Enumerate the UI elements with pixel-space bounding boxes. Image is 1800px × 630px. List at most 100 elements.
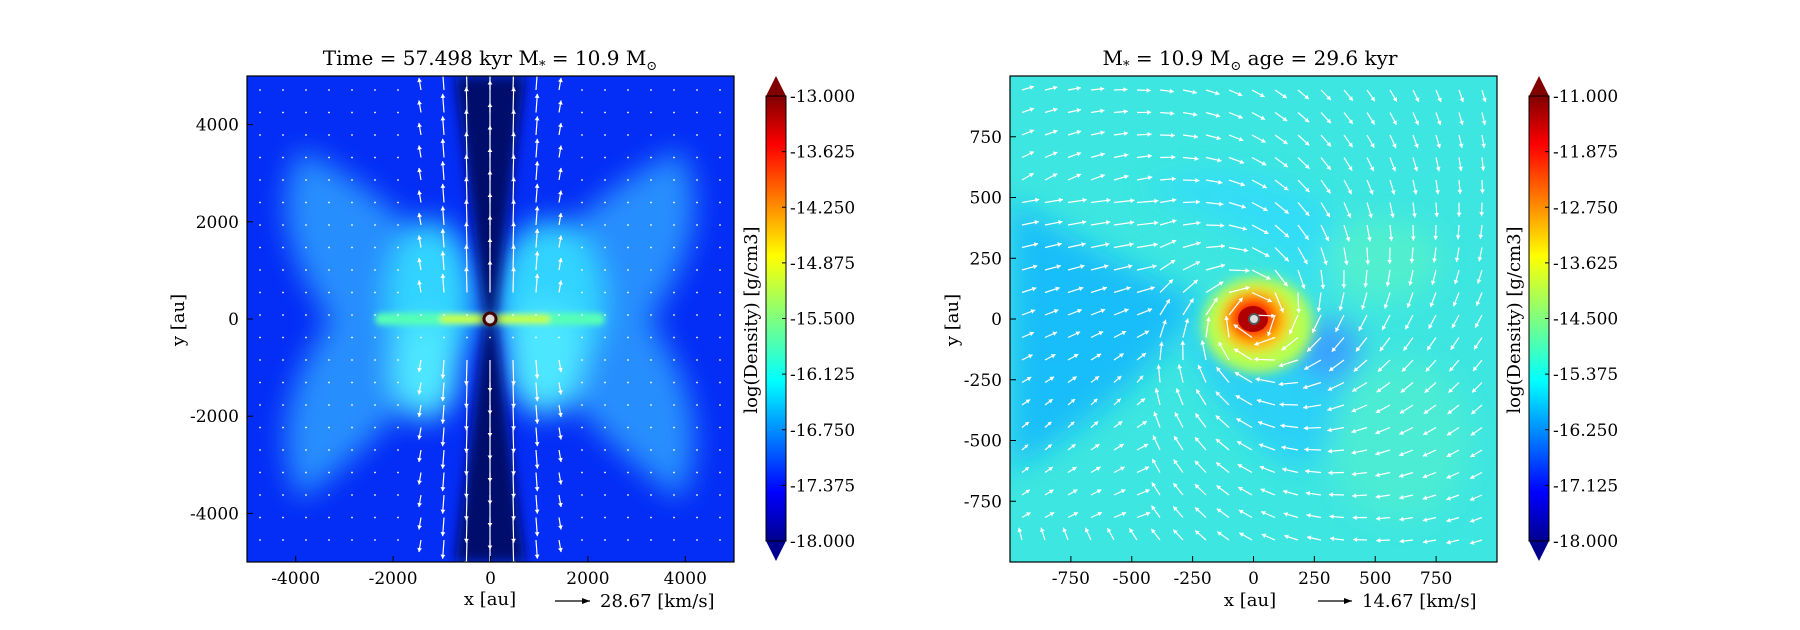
right-xtick-label: 750 (1420, 569, 1452, 589)
right-velocity-arrow-head (1434, 212, 1440, 218)
right-velocity-arrow-head (1413, 166, 1419, 172)
left-velocity-dot (581, 494, 583, 496)
right-velocity-arrow-head (1169, 88, 1174, 94)
left-velocity-dot (719, 494, 721, 496)
left-velocity-dot (581, 381, 583, 384)
right-velocity-arrow-head (1168, 279, 1174, 284)
right-velocity-arrow-head (1457, 189, 1463, 194)
right-velocity-arrow-head (1331, 347, 1337, 352)
right-velocity-arrow-head (1238, 136, 1244, 142)
right-velocity-arrow-head (1100, 152, 1105, 157)
right-velocity-arrow-head (1029, 331, 1034, 337)
right-velocity-arrow-head (1024, 444, 1029, 449)
left-velocity-dot (351, 494, 353, 496)
left-velocity-arrow (465, 87, 468, 113)
right-velocity-arrow-head (1400, 388, 1406, 393)
right-velocity-arrow-head (1257, 420, 1263, 426)
left-velocity-dot (673, 89, 675, 91)
left-velocity-dot (328, 359, 330, 361)
right-velocity-arrow-head (1192, 89, 1197, 95)
right-velocity-arrow-head (1377, 367, 1383, 372)
left-velocity-arrow (466, 76, 468, 91)
left-velocity-dot (673, 516, 675, 519)
right-velocity-arrow-head (1241, 204, 1246, 209)
left-velocity-arrow-head (440, 532, 446, 537)
right-velocity-arrow-head (1193, 111, 1198, 117)
left-velocity-dot (604, 494, 606, 496)
left-velocity-dot (604, 426, 606, 429)
left-velocity-dot (420, 314, 422, 316)
right-velocity-arrow-head (1146, 87, 1151, 93)
right-velocity-arrow-head (1327, 427, 1332, 433)
right-velocity-arrow-head (1174, 412, 1179, 417)
left-velocity-dot (328, 516, 330, 519)
right-velocity-arrow-head (1446, 452, 1452, 457)
left-velocity-dot (282, 426, 284, 429)
right-velocity-arrow-head (1352, 515, 1357, 521)
left-colorbar-tick-label: -17.375 (790, 476, 855, 496)
right-velocity-arrow-head (1048, 489, 1054, 494)
left-velocity-dot (581, 156, 583, 159)
right-velocity-arrow-head (1430, 280, 1436, 285)
left-velocity-arrow-head (558, 525, 563, 530)
left-velocity-dot (604, 471, 606, 474)
right-velocity-arrow-head (1303, 384, 1308, 390)
right-velocity-arrow-head (1145, 489, 1150, 494)
left-velocity-dot (581, 111, 583, 114)
left-velocity-dot (282, 314, 284, 316)
right-velocity-arrow-head (1451, 323, 1456, 329)
left-velocity-arrow-head (534, 532, 540, 537)
right-velocity-arrow-head (1452, 301, 1458, 307)
left-velocity-dot (535, 314, 537, 316)
left-velocity-arrow-head (440, 554, 446, 559)
left-velocity-dot (328, 224, 330, 226)
left-velocity-dot (719, 336, 721, 339)
right-velocity-arrow-head (1345, 236, 1351, 242)
right-velocity-arrow-head (1282, 467, 1287, 473)
right-velocity-arrow-head (1447, 409, 1453, 414)
right-velocity-arrow-head (1412, 213, 1417, 218)
left-velocity-arrow (512, 517, 515, 543)
left-velocity-dot (374, 269, 376, 271)
right-velocity-arrow-head (1469, 540, 1475, 545)
right-velocity-arrow-head (1476, 279, 1482, 284)
left-velocity-dot (397, 179, 399, 181)
right-colorbar-tick-label: -11.875 (1553, 143, 1618, 163)
left-velocity-dot (719, 269, 721, 271)
left-velocity-dot (305, 381, 307, 384)
right-velocity-arrow-head (1237, 464, 1243, 469)
right-velocity-arrow-head (1239, 159, 1245, 164)
right-velocity-arrow-head (1215, 415, 1221, 420)
right-colorbar-tick-label: -13.625 (1553, 254, 1618, 274)
right-velocity-arrow-head (1048, 399, 1053, 404)
right-velocity-arrow-head (1316, 307, 1322, 312)
left-velocity-dot (696, 156, 698, 159)
right-velocity-arrow-head (1171, 154, 1176, 160)
left-velocity-dot (696, 111, 698, 114)
left-velocity-dot (604, 539, 606, 541)
right-velocity-arrow-head (1435, 166, 1441, 172)
right-velocity-arrow-head (1343, 260, 1349, 266)
left-ytick-label: -4000 (190, 504, 239, 524)
right-velocity-arrow-head (1216, 367, 1221, 372)
right-velocity-arrow-head (1184, 318, 1190, 323)
left-velocity-dot (581, 539, 583, 541)
right-velocity-arrow-head (1048, 467, 1053, 472)
right-velocity-arrow-head (1284, 232, 1289, 238)
left-velocity-dot (259, 359, 261, 361)
right-velocity-arrow-head (1480, 166, 1486, 171)
left-velocity-dot (719, 224, 721, 226)
left-velocity-arrow-head (464, 199, 469, 204)
right-velocity-arrow-head (1300, 284, 1306, 289)
right-ytick-label: 500 (970, 189, 1002, 209)
right-velocity-arrow-head (1447, 431, 1452, 436)
left-velocity-dot (282, 336, 284, 339)
left-velocity-arrow-head (440, 116, 446, 121)
left-velocity-arrow-head (558, 457, 563, 463)
left-velocity-arrow-head (417, 235, 422, 240)
left-velocity-dot (719, 246, 721, 249)
left-velocity-arrow-head (558, 77, 563, 83)
left-velocity-dot (282, 111, 284, 114)
right-velocity-arrow-head (1478, 234, 1484, 239)
right-velocity-arrow-head (1375, 429, 1380, 435)
